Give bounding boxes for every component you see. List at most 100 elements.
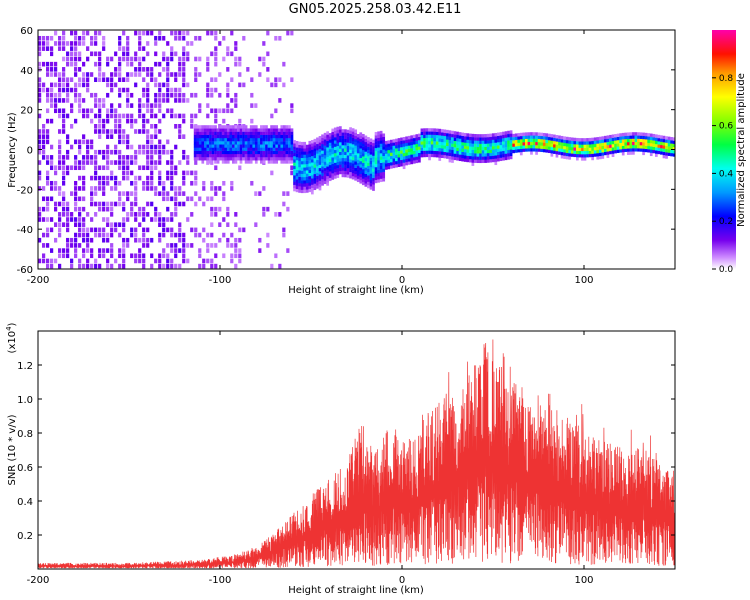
spectrogram-cell <box>232 144 235 148</box>
spectrogram-cell <box>178 129 182 134</box>
spectrogram-cell <box>126 72 130 77</box>
spectrogram-cell <box>377 150 380 154</box>
spectrogram-cell <box>237 153 240 158</box>
spectrogram-cell <box>369 154 373 158</box>
spectrogram-cell <box>270 134 273 139</box>
spectrogram-cell <box>341 132 345 136</box>
spectrogram-cell <box>78 186 82 191</box>
spectrogram-cell <box>134 180 138 186</box>
spectrogram-cell <box>481 146 485 151</box>
spectrogram-cell <box>66 253 70 259</box>
spectrogram-cell <box>62 113 66 119</box>
spectrogram-cell <box>616 133 620 138</box>
spectrogram-cell <box>468 152 472 157</box>
spectrogram-cell <box>461 158 465 162</box>
spectrogram-cell <box>471 140 475 144</box>
spectrogram-cell <box>178 92 182 98</box>
spectrogram-cell <box>285 144 289 148</box>
spectrogram-cell <box>196 141 200 145</box>
spectrogram-cell <box>328 136 332 140</box>
spectrogram-cell <box>446 139 449 143</box>
spectrogram-cell <box>219 141 222 145</box>
spectrogram-cell <box>535 135 538 139</box>
spectrogram-cell <box>258 237 262 243</box>
spectrogram-cell <box>237 141 240 145</box>
spectrogram-cell <box>614 140 617 144</box>
spectrogram-cell <box>402 165 406 170</box>
spectrogram-cell <box>423 144 426 148</box>
spectrogram-cell <box>354 129 358 133</box>
spectrogram-cell <box>229 153 233 158</box>
spectrogram-cell <box>194 113 198 119</box>
spectrogram-cell <box>146 186 150 191</box>
spectrogram-cell <box>114 118 118 124</box>
spectrogram-cell <box>158 98 162 103</box>
spectrogram-cell <box>74 35 78 41</box>
spectrogram-cell <box>130 92 134 98</box>
spectrogram-cell <box>166 87 170 93</box>
spectrogram-cell <box>202 227 206 233</box>
spectrogram-cell <box>142 149 146 155</box>
spectrogram-cell <box>326 153 329 158</box>
spectrogram-cell <box>170 186 174 191</box>
spectrogram-cell <box>438 154 442 158</box>
spectrogram-cell <box>361 165 365 170</box>
spectrogram-cell <box>90 72 94 77</box>
spectrogram-cell <box>382 146 386 150</box>
spectrogram-cell <box>316 140 319 145</box>
spectrogram-cell <box>221 128 225 132</box>
spectrogram-cell <box>305 170 309 174</box>
spectrogram-cell <box>593 153 597 157</box>
spectrogram-cell <box>619 133 623 137</box>
spectrogram-cell <box>331 173 335 177</box>
spectrogram-cell <box>575 157 579 161</box>
spectrogram-cell <box>78 98 82 103</box>
spectrogram-cell <box>94 170 98 176</box>
spectrogram-cell <box>38 98 42 103</box>
spectrogram-cell <box>234 56 238 62</box>
spectrogram-cell <box>280 144 284 148</box>
spectrogram-cell <box>405 158 408 163</box>
spectrogram-cell <box>415 134 419 138</box>
spectrogram-cell <box>372 149 375 153</box>
spectrogram-cell <box>387 146 391 151</box>
spectrogram-cell <box>102 217 106 222</box>
spectrogram-cell <box>298 186 301 190</box>
spectrogram-cell <box>553 150 556 154</box>
spectrogram-cell <box>397 138 401 142</box>
spectrogram-cell <box>601 139 605 143</box>
spectrogram-cell <box>333 175 337 179</box>
spectrogram-cell <box>110 77 114 83</box>
spectrogram-cell <box>344 164 347 168</box>
spectrogram-cell <box>606 144 610 149</box>
spectrogram-cell <box>70 212 74 217</box>
spectrogram-cell <box>323 136 327 140</box>
spectrogram-cell <box>326 172 329 177</box>
spectrogram-cell <box>154 41 158 46</box>
spectrogram-cell <box>126 46 130 51</box>
spectrogram-cell <box>46 196 50 202</box>
spectrogram-cell <box>377 179 380 183</box>
spectrogram-cell <box>573 153 577 158</box>
spectrogram-cell <box>46 118 50 124</box>
spectrogram-cell <box>438 151 442 155</box>
spectrogram-cell <box>130 118 134 124</box>
spectrogram-cell <box>670 137 673 141</box>
spectrogram-cell <box>367 162 370 166</box>
spectrogram-cell <box>323 177 327 181</box>
spectrogram-cell <box>182 170 186 176</box>
spectrogram-cell <box>519 132 523 137</box>
spectrogram-cell <box>110 160 114 165</box>
spectrogram-cell <box>374 151 378 155</box>
spectrogram-cell <box>90 186 94 191</box>
spectrogram-cell <box>379 140 383 144</box>
spectrogram-cell <box>481 159 485 164</box>
spectrogram-cell <box>346 145 350 150</box>
spectrogram-cell <box>484 140 487 144</box>
spectrogram-cell <box>379 172 383 176</box>
spectrogram-cell <box>74 87 78 93</box>
spectrogram-cell <box>601 142 605 147</box>
spectrogram-cell <box>308 144 312 148</box>
spectrogram-cell <box>672 150 675 154</box>
spectrogram-cell <box>106 222 110 227</box>
